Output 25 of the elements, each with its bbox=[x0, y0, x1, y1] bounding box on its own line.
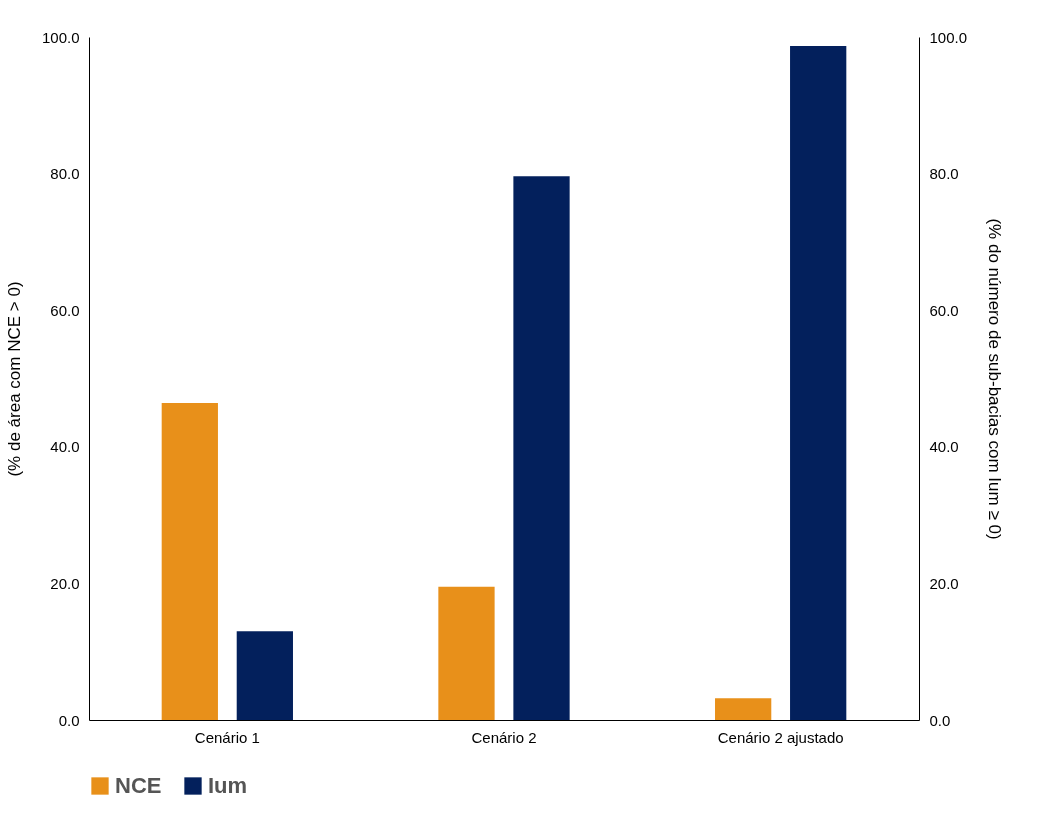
y2-tick-label: 100.0 bbox=[929, 28, 968, 46]
x-tick-label: Cenário 2 ajustado bbox=[717, 728, 844, 746]
y-tick-label: 40.0 bbox=[50, 438, 80, 456]
legend-label: NCE bbox=[115, 773, 162, 798]
y-axis-title: (% de área com NCE > 0) bbox=[4, 281, 24, 477]
y-tick-label: 20.0 bbox=[50, 574, 80, 592]
x-tick-label: Cenário 1 bbox=[194, 728, 260, 746]
bar bbox=[715, 698, 772, 720]
y2-tick-label: 40.0 bbox=[929, 438, 959, 456]
y-tick-label: 80.0 bbox=[50, 165, 80, 183]
bar bbox=[236, 631, 293, 720]
y-tick-label: 100.0 bbox=[41, 28, 80, 46]
bar bbox=[161, 403, 218, 720]
legend-label: Ium bbox=[208, 773, 248, 798]
bar bbox=[513, 176, 570, 720]
y2-tick-label: 60.0 bbox=[929, 301, 959, 319]
y2-tick-label: 20.0 bbox=[929, 574, 959, 592]
y2-tick-label: 80.0 bbox=[929, 165, 959, 183]
x-tick-label: Cenário 2 bbox=[471, 728, 537, 746]
bar bbox=[790, 45, 847, 720]
y-tick-label: 60.0 bbox=[50, 301, 80, 319]
y2-axis-title: (% do número de sub-bacias com Ium ≥ 0) bbox=[985, 218, 1005, 540]
y-tick-label: 0.0 bbox=[58, 711, 80, 729]
bar bbox=[438, 586, 495, 720]
y2-tick-label: 0.0 bbox=[929, 711, 951, 729]
